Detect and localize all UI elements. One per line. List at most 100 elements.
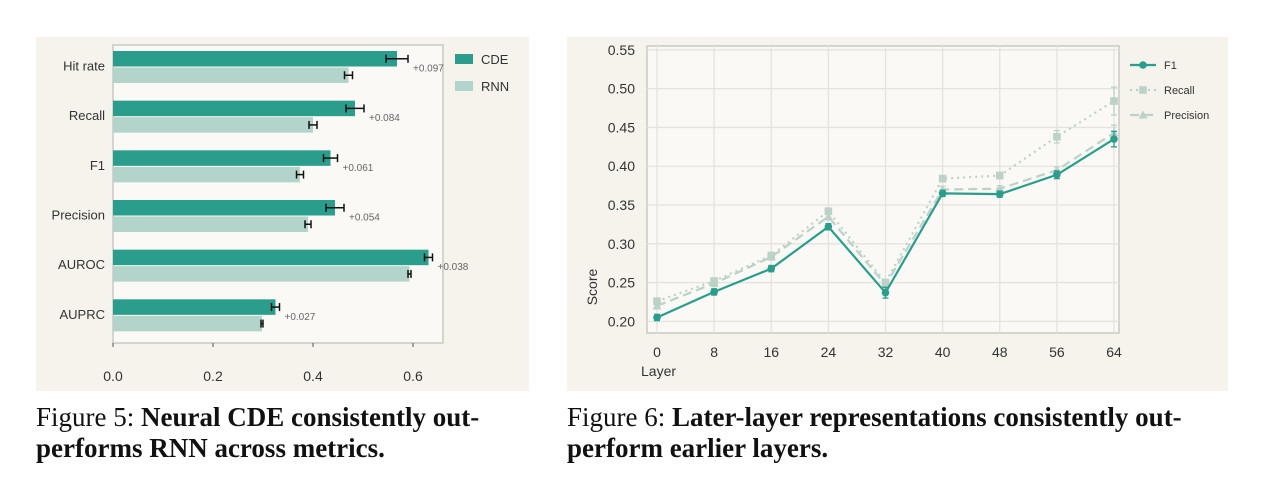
x-tick-label-64: 64 <box>1106 344 1122 360</box>
legend-swatch-rnn <box>455 81 473 91</box>
data-point-recall-40 <box>938 174 947 183</box>
data-point-f1-24 <box>824 222 833 231</box>
error-bar-rnn-auprc <box>260 319 264 328</box>
data-point-recall-56 <box>1053 132 1061 141</box>
bar-cde-auroc <box>113 249 429 266</box>
figure-6-panel: 0.20 0.25 0.30 0.35 0.40 0.45 0.50 0.55 0 8 16 24 32… <box>567 37 1228 391</box>
error-bar-cde-f1 <box>322 154 339 163</box>
data-point-recall-0 <box>653 297 661 305</box>
data-point-f1-64 <box>1110 135 1118 143</box>
series-f1 <box>653 130 1118 322</box>
error-bar-rnn-auroc <box>407 269 412 278</box>
x-axis-label: Layer <box>641 363 676 379</box>
legend-marker-precision <box>1138 110 1148 119</box>
figure-5-label: Figure 5: <box>36 402 135 432</box>
category-label-hit-rate: Hit rate <box>63 59 105 74</box>
y-tick-label-0-55: 0.55 <box>608 42 635 58</box>
y-tick-label-0-35: 0.35 <box>608 197 635 213</box>
category-label-precision: Precision <box>52 208 105 223</box>
bar-cde-auprc <box>113 299 276 315</box>
category-label-auprc: AUPRC <box>59 307 105 322</box>
error-bar-rnn-precision <box>304 220 312 229</box>
error-bar-cde-hit-rate <box>385 54 409 63</box>
delta-annotation-f1: +0.061 <box>343 163 374 174</box>
legend-label-cde: CDE <box>481 52 509 67</box>
legend-label-recall: Recall <box>1164 85 1195 97</box>
x-tick-label-0-0: 0.0 <box>103 368 123 384</box>
category-label-recall: Recall <box>69 108 105 123</box>
figure-6-label: Figure 6: <box>567 402 666 432</box>
bar-chart: Hit rate +0.097 Recall +0.084 F1 +0.061 Precis… <box>52 44 509 384</box>
x-tick-label-0-2: 0.2 <box>203 368 223 384</box>
delta-annotation-precision: +0.054 <box>349 213 380 224</box>
data-point-f1-48 <box>995 190 1004 198</box>
y-axis-label: Score <box>584 269 600 306</box>
series-precision <box>652 124 1119 310</box>
x-tick-label-32: 32 <box>878 344 894 360</box>
legend-swatch-cde <box>455 54 473 64</box>
y-tick-label-0-40: 0.40 <box>608 158 635 174</box>
y-tick-label-0-45: 0.45 <box>608 119 635 135</box>
legend-label-precision: Precision <box>1164 110 1209 122</box>
error-bar-rnn-hit-rate <box>343 71 354 80</box>
x-tick-label-0-4: 0.4 <box>303 368 323 384</box>
data-point-f1-8 <box>710 288 718 296</box>
data-point-precision-48 <box>995 184 1005 193</box>
legend-label-f1: F1 <box>1164 60 1177 72</box>
data-point-recall-64 <box>1110 97 1118 105</box>
delta-annotation-recall: +0.084 <box>369 113 400 124</box>
data-point-f1-0 <box>653 313 661 322</box>
delta-annotation-auroc: +0.038 <box>438 262 469 273</box>
bar-cde-precision <box>113 200 335 216</box>
error-bar-cde-precision <box>325 203 345 212</box>
line-chart: 0.20 0.25 0.30 0.35 0.40 0.45 0.50 0.55 0 8 16 24 32… <box>584 42 1209 379</box>
data-point-f1-40 <box>938 189 947 198</box>
y-tick-label-0-30: 0.30 <box>608 236 635 252</box>
data-point-precision-16 <box>766 252 776 261</box>
bar-rnn-f1 <box>113 166 300 183</box>
error-bar-cde-auroc <box>423 253 434 262</box>
x-tick-label-0: 0 <box>653 344 661 360</box>
data-point-f1-16 <box>767 264 776 273</box>
figure-5-caption: Figure 5: Neural CDE consistently out-pe… <box>36 402 536 464</box>
bar-cde-f1 <box>113 150 331 166</box>
legend-marker-recall <box>1139 86 1147 94</box>
x-tick-label-48: 48 <box>992 344 1008 360</box>
data-point-precision-8 <box>709 278 719 287</box>
x-tick-label-56: 56 <box>1049 344 1065 360</box>
data-point-f1-32 <box>881 288 890 297</box>
data-point-f1-56 <box>1053 170 1061 179</box>
data-point-precision-0 <box>652 301 662 310</box>
bar-rnn-auroc <box>113 266 410 282</box>
legend-marker-f1 <box>1139 61 1147 69</box>
data-point-recall-24 <box>824 207 833 216</box>
x-tick-label-40: 40 <box>935 344 951 360</box>
figure-6-caption: Figure 6: Later-layer representations co… <box>567 402 1237 464</box>
bar-cde-hit-rate <box>113 51 397 67</box>
x-tick-label-8: 8 <box>710 344 718 360</box>
legend-label-rnn: RNN <box>481 79 509 94</box>
delta-annotation-auprc: +0.027 <box>285 312 316 323</box>
error-bar-cde-auprc <box>270 303 281 312</box>
x-tick-label-24: 24 <box>821 344 837 360</box>
data-point-precision-56 <box>1052 165 1062 174</box>
figure-5-panel: Hit rate +0.097 Recall +0.084 F1 +0.061 Precis… <box>36 37 529 391</box>
error-bar-rnn-f1 <box>295 170 305 179</box>
data-point-recall-48 <box>995 171 1004 180</box>
category-label-f1: F1 <box>90 158 105 173</box>
y-tick-label-0-20: 0.20 <box>608 313 635 329</box>
data-point-precision-32 <box>881 280 890 289</box>
bar-rnn-hit-rate <box>113 67 349 83</box>
delta-annotation-hit-rate: +0.097 <box>413 64 444 75</box>
error-bar-rnn-recall <box>308 120 318 129</box>
plot-area <box>112 44 444 344</box>
bar-rnn-auprc <box>113 315 262 332</box>
x-tick-label-16: 16 <box>763 344 779 360</box>
y-tick-label-0-50: 0.50 <box>608 81 635 97</box>
category-label-auroc: AUROC <box>58 257 105 272</box>
x-tick-label-0-6: 0.6 <box>403 368 423 384</box>
bar-rnn-recall <box>113 117 313 133</box>
bar-rnn-precision <box>113 216 308 232</box>
bar-cde-recall <box>113 100 355 117</box>
data-point-precision-24 <box>823 212 833 221</box>
